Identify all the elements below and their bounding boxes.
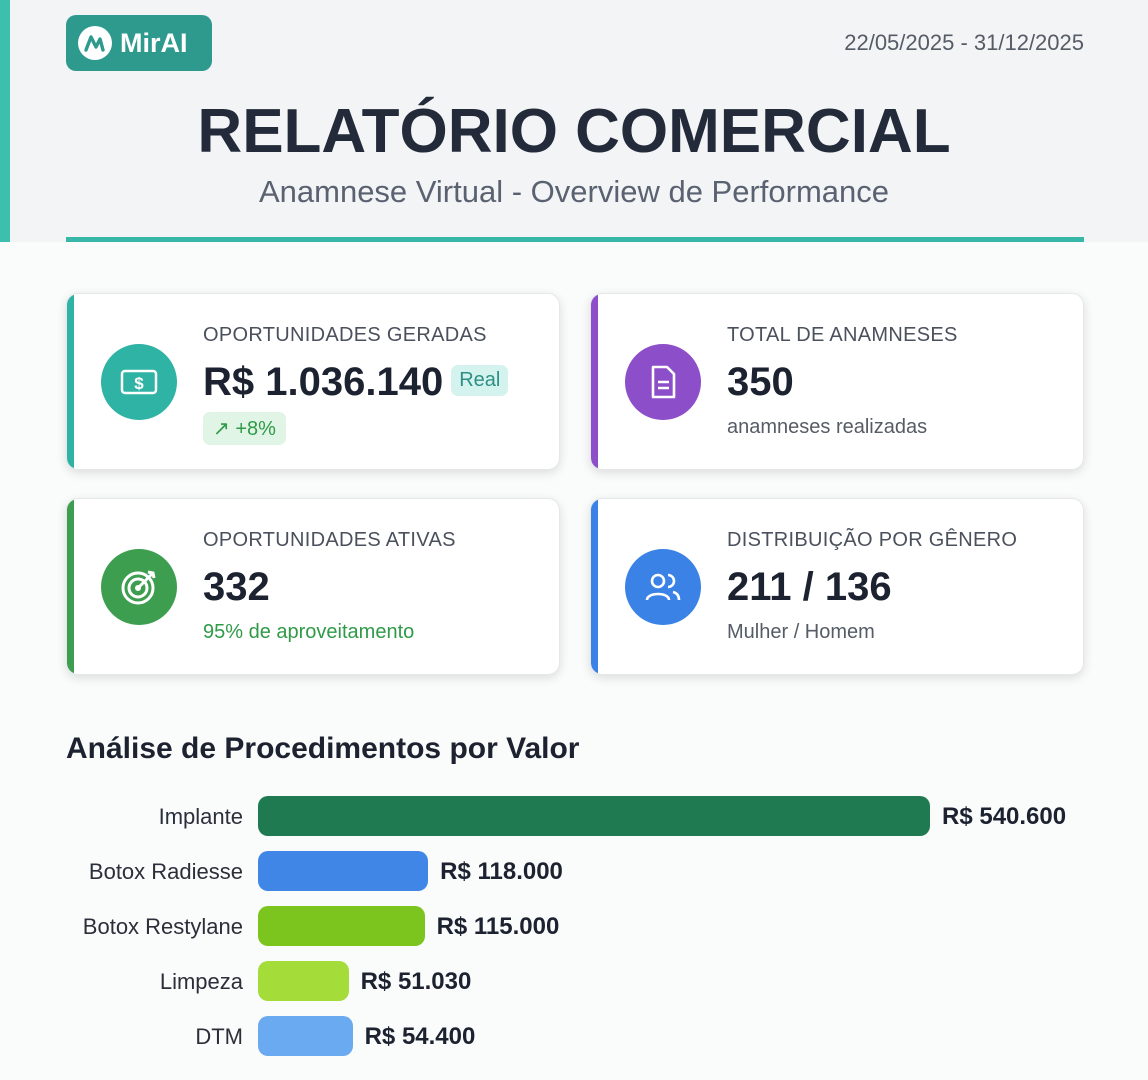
page-subtitle: Anamnese Virtual - Overview de Performan… <box>258 174 890 209</box>
card-value: 211 / 136 <box>727 565 892 609</box>
bar-value-label: R$ 115.000 <box>436 913 560 940</box>
bar-label: Botox Restylane <box>82 914 243 939</box>
chart-title: Análise de Procedimentos por Valor <box>66 732 580 765</box>
bar-value-label: R$ 118.000 <box>440 858 563 885</box>
logo: MirAI <box>66 15 212 71</box>
card-accent <box>67 294 74 469</box>
card-accent <box>591 499 598 674</box>
bar <box>258 1016 353 1056</box>
real-badge: Real <box>451 364 509 396</box>
bar <box>258 851 429 891</box>
chart-row: DTM R$ 54.400 <box>0 1016 1148 1056</box>
bar <box>258 961 349 1001</box>
bar-value-label: R$ 540.600 <box>942 803 1067 830</box>
bar-label: Implante <box>158 804 243 829</box>
card-label: OPORTUNIDADES ATIVAS <box>203 529 456 551</box>
bar-label: DTM <box>195 1024 243 1049</box>
chart-row: Botox Radiesse R$ 118.000 <box>0 851 1148 891</box>
target-icon <box>101 549 177 625</box>
users-icon <box>625 549 701 625</box>
card-total-anamneses: TOTAL DE ANAMNESES 350 anamneses realiza… <box>590 293 1084 470</box>
card-accent <box>67 499 74 674</box>
bar <box>258 796 930 836</box>
logo-chart-icon <box>78 26 112 60</box>
chart-row: Limpeza R$ 51.030 <box>0 961 1148 1001</box>
page-title: RELATÓRIO COMERCIAL <box>197 97 951 166</box>
accent-stripe <box>0 0 10 242</box>
trend-badge: ↗ +8% <box>203 412 286 445</box>
card-label: DISTRIBUIÇÃO POR GÊNERO <box>727 529 1018 551</box>
header-divider <box>66 237 1084 242</box>
money-icon: $ <box>101 344 177 420</box>
logo-text: MirAI <box>120 27 188 58</box>
chart-row: Implante R$ 540.600 <box>0 796 1148 836</box>
card-gender-distribution: DISTRIBUIÇÃO POR GÊNERO 211 / 136 Mulher… <box>590 498 1084 675</box>
card-subtext: 95% de aproveitamento <box>203 621 415 643</box>
card-opportunities-generated: $ OPORTUNIDADES GERADAS R$ 1.036.140 Real… <box>66 293 560 470</box>
bar <box>258 906 425 946</box>
card-label: TOTAL DE ANAMNESES <box>727 324 958 346</box>
card-subtext: anamneses realizadas <box>727 416 928 438</box>
svg-text:$: $ <box>134 374 144 393</box>
bar-value-label: R$ 54.400 <box>364 1023 476 1050</box>
card-value: R$ 1.036.140 Real <box>203 360 509 405</box>
chart-row: Botox Restylane R$ 115.000 <box>0 906 1148 946</box>
card-subtext: Mulher / Homem <box>727 621 875 643</box>
card-value: 350 <box>727 360 794 404</box>
bar-label: Botox Radiesse <box>88 859 243 884</box>
date-range: 22/05/2025 - 31/12/2025 <box>844 30 1084 55</box>
card-accent <box>591 294 598 469</box>
bar-label: Limpeza <box>159 969 243 994</box>
card-active-opportunities: OPORTUNIDADES ATIVAS 332 95% de aproveit… <box>66 498 560 675</box>
bar-value-label: R$ 51.030 <box>360 968 472 995</box>
document-icon <box>625 344 701 420</box>
report-header: MirAI 22/05/2025 - 31/12/2025 RELATÓRIO … <box>0 0 1148 242</box>
card-label: OPORTUNIDADES GERADAS <box>203 324 487 346</box>
card-value: 332 <box>203 565 270 609</box>
value-text: R$ 1.036.140 <box>203 360 444 404</box>
